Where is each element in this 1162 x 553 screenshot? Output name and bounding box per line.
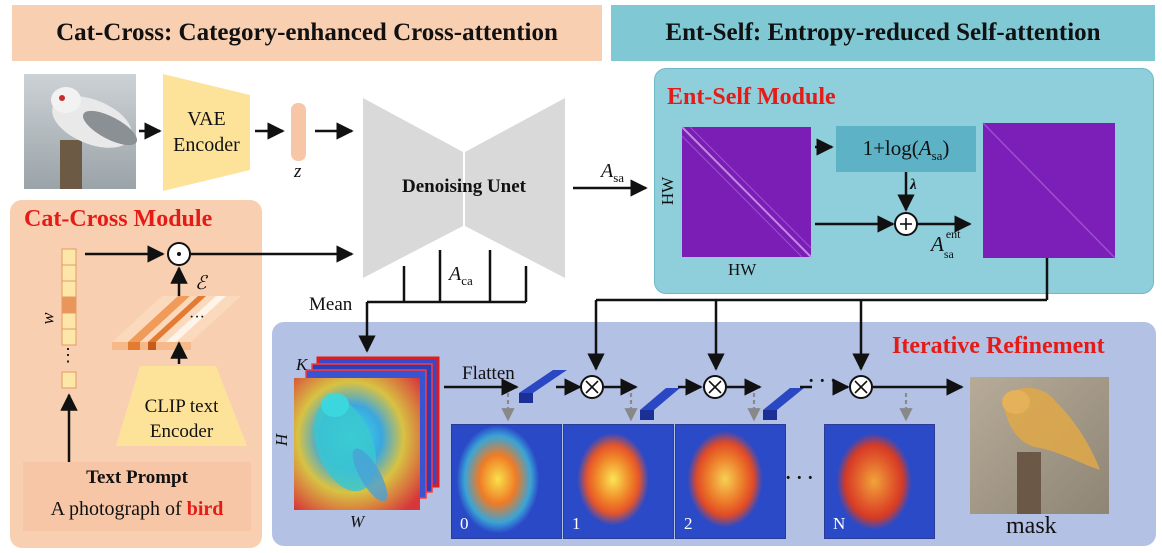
token-weight-column xyxy=(61,248,77,389)
token-column-dots: ⋮ xyxy=(59,345,77,365)
a-sa-sub: sa xyxy=(613,170,625,185)
log-suffix: ) xyxy=(942,136,950,160)
clip-label-line2: Encoder xyxy=(149,421,214,442)
text-prompt-content: A photograph of bird xyxy=(23,498,251,521)
refinement-heatmap-1: 1 xyxy=(563,424,674,539)
ent-self-module-title: Ent-Self Module xyxy=(667,84,836,110)
refinement-heatmap-2: 2 xyxy=(675,424,786,539)
epsilon-label: ℰ xyxy=(195,273,207,294)
log-transform-box xyxy=(836,126,976,172)
text-embedding-stack xyxy=(112,296,241,350)
text-prompt-box xyxy=(23,462,251,531)
a-ca-var: A xyxy=(449,263,462,285)
input-bird-photo xyxy=(24,74,137,189)
refinement-heatmap-0: 0 xyxy=(451,424,562,539)
flatten-bar-2 xyxy=(640,388,680,420)
multiply-op-n xyxy=(849,375,873,399)
flatten-label: Flatten xyxy=(462,363,515,384)
heatmap-ellipsis: · · · xyxy=(785,468,814,489)
h-label: H xyxy=(272,433,292,447)
output-mask-image xyxy=(970,377,1109,514)
cross-attention-outputs xyxy=(358,250,528,353)
pipeline-ellipsis: · · · xyxy=(808,371,837,392)
mean-label: Mean xyxy=(309,294,353,315)
a-ent-var: A xyxy=(931,232,944,256)
cat-cross-banner: Cat-Cross: Category-enhanced Cross-atten… xyxy=(12,5,602,61)
a-sa-label: Asa xyxy=(601,160,624,186)
vae-encoder xyxy=(163,74,250,191)
vae-label-line1: VAE xyxy=(187,108,226,130)
entropy-reduced-attention-map xyxy=(982,122,1116,259)
embedding-ellipsis: ··· xyxy=(189,309,205,326)
prompt-class: bird xyxy=(186,498,224,520)
ent-self-banner: Ent-Self: Entropy-reduced Self-attention xyxy=(611,5,1155,61)
denoising-unet xyxy=(363,98,463,278)
latent-z xyxy=(291,103,306,161)
log-var: A xyxy=(918,136,932,160)
a-ent-sup: ent xyxy=(945,227,961,241)
lambda-label: λ xyxy=(910,177,917,193)
iterative-refinement-title: Iterative Refinement xyxy=(892,333,1105,359)
a-ent-sub: sa xyxy=(943,247,954,261)
unet-label: Denoising Unet xyxy=(401,176,527,197)
prompt-prefix: A photograph of xyxy=(50,498,187,520)
log-transform-label: 1+log(Asa) xyxy=(836,136,976,164)
cat-cross-module-title: Cat-Cross Module xyxy=(24,206,213,232)
k-label: K xyxy=(296,355,308,374)
clip-text-encoder xyxy=(116,366,247,446)
step-label-0: 0 xyxy=(460,514,469,533)
flatten-bar xyxy=(519,370,567,403)
mask-label: mask xyxy=(1006,513,1057,539)
a-ca-sub: ca xyxy=(461,273,473,288)
log-sub: sa xyxy=(931,148,943,164)
a-sa-var: A xyxy=(601,160,614,182)
a-ca-label: Aca xyxy=(449,263,473,289)
step-label-1: 1 xyxy=(572,514,581,533)
hw-left-label: HW xyxy=(658,176,678,206)
text-prompt-title: Text Prompt xyxy=(86,467,188,488)
multiply-op-2 xyxy=(703,375,727,399)
refinement-heatmap-n: N xyxy=(824,424,935,539)
clip-label-line1: CLIP text xyxy=(144,396,219,417)
flatten-bar-3 xyxy=(763,388,804,420)
hw-bottom-label: HW xyxy=(728,260,757,279)
self-attention-map xyxy=(681,126,812,258)
z-label: z xyxy=(294,161,302,182)
step-label-n: N xyxy=(833,514,846,533)
w-label: w xyxy=(37,312,58,325)
cat-cross-banner-text: Cat-Cross: Category-enhanced Cross-atten… xyxy=(56,19,558,46)
step-label-2: 2 xyxy=(684,514,693,533)
vae-label: VAE Encoder xyxy=(163,106,250,158)
w-dim-label: W xyxy=(350,512,365,531)
multiply-op-1 xyxy=(580,375,604,399)
clip-label: CLIP text Encoder xyxy=(116,394,247,444)
cross-attention-stack xyxy=(294,356,440,510)
vae-label-line2: Encoder xyxy=(173,134,240,156)
log-prefix: 1+log( xyxy=(862,136,919,160)
ent-self-banner-text: Ent-Self: Entropy-reduced Self-attention xyxy=(665,19,1101,46)
